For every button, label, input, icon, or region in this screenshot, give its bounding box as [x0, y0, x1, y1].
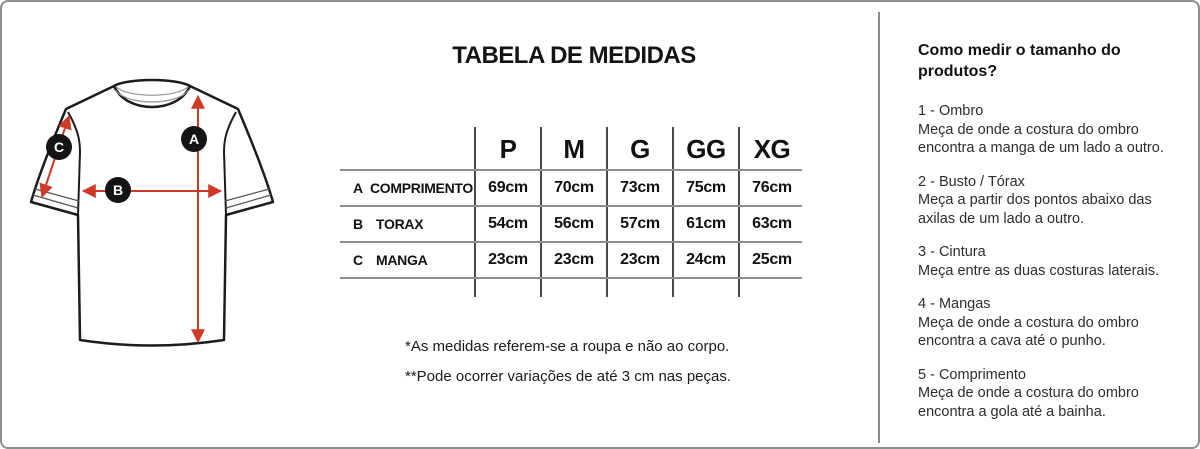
guide-item-body: Meça de onde a costura do ombro encontra…: [918, 314, 1139, 350]
guide-item-cintura: 3 - Cintura Meça entre as duas costuras …: [918, 243, 1198, 280]
table-column-line: [540, 127, 542, 297]
page-title: TABELA DE MEDIDAS: [452, 42, 696, 69]
table-column-line: [474, 127, 476, 297]
row-label-torax: B TORAX: [353, 207, 473, 241]
value-cell: 73cm: [620, 179, 660, 196]
row-letter: C: [353, 252, 363, 268]
guide-item-mangas: 4 - Mangas Meça de onde a costura do omb…: [918, 295, 1198, 351]
table-row-line: [340, 277, 802, 279]
footnotes: *As medidas referem-se a roupa e não ao …: [405, 332, 731, 392]
tshirt-measurement-diagram: A B C: [2, 2, 302, 447]
guide-item-body: Meça de onde a costura do ombro encontra…: [918, 385, 1139, 420]
badge-c-circle: [46, 134, 72, 160]
table-row-line: [340, 241, 802, 243]
guide-item-heading: 2 - Busto / Tórax: [918, 173, 1025, 190]
row-name: MANGA: [376, 252, 428, 268]
value-cell: 69cm: [488, 179, 528, 196]
row-name: COMPRIMENTO: [370, 180, 473, 196]
value-cell: 23cm: [488, 251, 528, 268]
guide-title: Como medir o tamanho do produtos?: [918, 42, 1121, 80]
row-letter: B: [353, 216, 363, 232]
footnote-variation: **Pode ocorrer variações de até 3 cm nas…: [405, 368, 732, 385]
value-cell: 25cm: [752, 251, 792, 268]
value-cell: 23cm: [554, 251, 594, 268]
badge-b-circle: [105, 177, 131, 203]
guide-item-heading: 4 - Mangas: [918, 296, 991, 312]
size-header-p: P: [499, 134, 517, 164]
tshirt-outline: [29, 78, 275, 347]
value-cell: 56cm: [554, 215, 594, 232]
guide-item-busto-torax: 2 - Busto / Tórax Meça a partir dos pont…: [918, 173, 1198, 229]
table-column-line: [606, 127, 608, 297]
footnote-measurements: *As medidas referem-se a roupa e não ao …: [405, 338, 730, 355]
value-cell: 57cm: [620, 215, 660, 232]
size-header-g: G: [630, 134, 650, 164]
row-label-manga: C MANGA: [353, 243, 473, 277]
vertical-divider: [878, 12, 880, 443]
value-cell: 54cm: [488, 215, 528, 232]
guide-item-body: Meça de onde a costura do ombro encontra…: [918, 121, 1164, 157]
badge-a-letter: A: [189, 131, 199, 147]
value-cell: 76cm: [752, 179, 792, 196]
table-column-line: [672, 127, 674, 297]
table-column-line: [738, 127, 740, 297]
measurement-badges: A B C: [46, 126, 207, 203]
row-letter: A: [353, 180, 363, 196]
guide-item-heading: 5 - Comprimento: [918, 366, 1026, 383]
value-cell: 23cm: [620, 251, 660, 268]
value-cell: 63cm: [752, 215, 792, 232]
size-header-xg: XG: [753, 134, 791, 164]
table-row-line: [340, 169, 802, 171]
guide-item-ombro: 1 - Ombro Meça de onde a costura do ombr…: [918, 102, 1198, 158]
guide-item-body: Meça entre as duas costuras laterais.: [918, 262, 1159, 279]
measuring-guide-panel: Como medir o tamanho do produtos? 1 - Om…: [918, 40, 1198, 436]
badge-a-circle: [181, 126, 207, 152]
badge-c-letter: C: [54, 139, 64, 155]
size-header-m: M: [563, 134, 585, 164]
guide-item-heading: 1 - Ombro: [918, 103, 984, 119]
guide-item-comprimento: 5 - Comprimento Meça de onde a costura d…: [918, 366, 1198, 422]
guide-item-heading: 3 - Cintura: [918, 244, 986, 260]
value-cell: 75cm: [686, 179, 726, 196]
value-cell: 24cm: [686, 251, 726, 268]
value-cell: 61cm: [686, 215, 726, 232]
guide-item-body: Meça a partir dos pontos abaixo das axil…: [918, 192, 1152, 227]
tshirt-svg: A B C: [29, 78, 275, 347]
row-name: TORAX: [376, 216, 424, 232]
badge-b-letter: B: [113, 182, 123, 198]
table-row-line: [340, 205, 802, 207]
row-label-comprimento: A COMPRIMENTO: [353, 171, 473, 205]
size-header-gg: GG: [686, 134, 726, 164]
value-cell: 70cm: [554, 179, 594, 196]
